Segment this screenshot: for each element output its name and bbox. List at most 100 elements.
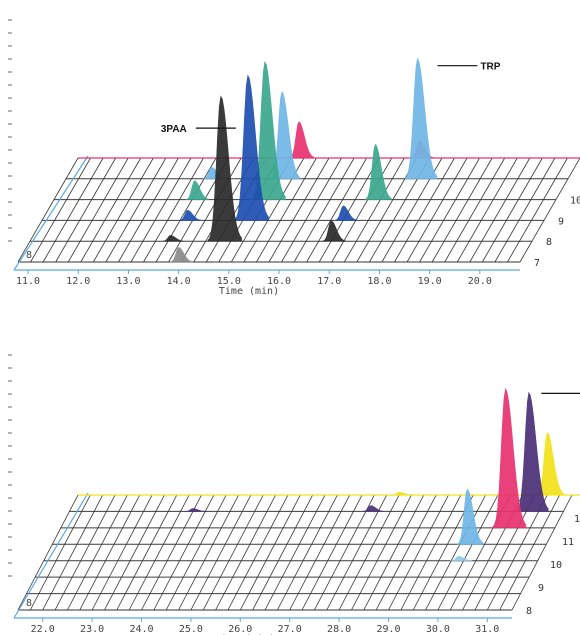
grid-diagonal — [456, 157, 518, 263]
grid-diagonal — [239, 494, 301, 611]
annotation-label: TRP — [480, 62, 500, 73]
trace-label: 9 — [538, 583, 544, 594]
grid-diagonal — [351, 494, 412, 611]
grid-diagonal — [118, 157, 179, 263]
grid-diagonal — [215, 494, 276, 611]
grid-diagonal — [155, 157, 217, 263]
peak — [178, 209, 202, 221]
grid-diagonal — [104, 494, 165, 611]
peak — [492, 387, 527, 529]
peak — [450, 556, 473, 562]
trace-label: 10 — [570, 196, 580, 207]
grid-diagonal — [494, 157, 556, 263]
floor-edge — [13, 155, 89, 271]
grid-diagonal — [268, 157, 330, 263]
grid-diagonal — [469, 157, 531, 263]
x-tick-label: 19.0 — [418, 276, 442, 287]
trace-label: 8 — [526, 606, 532, 617]
grid-diagonal — [474, 494, 536, 611]
peak — [516, 391, 549, 512]
peak — [162, 235, 185, 242]
x-tick-label: 30.0 — [426, 624, 450, 635]
peak — [457, 488, 484, 545]
grid-diagonal — [153, 494, 215, 611]
x-tick-label: 26.0 — [228, 624, 252, 635]
grid-diagonal — [276, 494, 338, 611]
trace-label: 7 — [534, 258, 540, 269]
peak — [390, 491, 413, 496]
grid-diagonal — [326, 494, 388, 611]
x-tick-label: 11.0 — [16, 276, 40, 287]
x-tick-label: 25.0 — [179, 624, 203, 635]
x-tick-label: 23.0 — [80, 624, 104, 635]
grid-diagonal — [130, 157, 192, 263]
grid-diagonal — [289, 494, 351, 611]
grid-diagonal — [180, 157, 242, 263]
grid-diagonal — [486, 494, 548, 611]
trace-label: 8 — [546, 237, 552, 248]
grid-diagonal — [318, 157, 380, 263]
peak — [207, 95, 242, 242]
grid-diagonal — [29, 494, 91, 611]
grid-diagonal — [519, 157, 580, 263]
x-tick-label: 24.0 — [129, 624, 153, 635]
trace-label: 9 — [558, 216, 564, 227]
x-tick-label: 20.0 — [468, 276, 492, 287]
grid-diagonal — [55, 157, 116, 263]
grid-diagonal — [227, 494, 289, 611]
grid-diagonal — [394, 157, 455, 263]
grid-diagonal — [511, 494, 573, 611]
grid-diagonal — [388, 494, 449, 611]
grid-diagonal — [202, 494, 264, 611]
grid-diagonal — [165, 494, 227, 611]
grid-diagonal — [431, 157, 493, 263]
grid-diagonal — [42, 494, 104, 611]
grid-diagonal — [256, 157, 317, 263]
grid-diagonal — [306, 157, 367, 263]
grid-diagonal — [54, 494, 116, 611]
grid-diagonal — [363, 494, 425, 611]
chart-top: 78910111811.012.013.014.015.016.017.018.… — [8, 19, 580, 297]
trace-label: 12 — [574, 514, 580, 525]
grid-diagonal — [17, 494, 79, 611]
grid-diagonal — [343, 157, 405, 263]
x-tick-label: 31.0 — [475, 624, 499, 635]
x-tick-label: 13.0 — [116, 276, 140, 287]
peak — [184, 508, 207, 512]
grid-diagonal — [105, 157, 167, 263]
grid-diagonal — [42, 157, 104, 263]
grid-diagonal — [67, 494, 128, 611]
x-tick-label: 15.0 — [217, 276, 241, 287]
grid-diagonal — [79, 494, 141, 611]
grid-diagonal — [301, 494, 363, 611]
peak — [234, 74, 269, 221]
peak — [334, 205, 358, 221]
x-tick-label: 12.0 — [66, 276, 90, 287]
x-tick-label: 27.0 — [278, 624, 302, 635]
floor-edge — [13, 492, 89, 619]
peak — [322, 220, 346, 242]
x-tick-label: 18.0 — [367, 276, 391, 287]
grid-diagonal — [116, 494, 178, 611]
grid-diagonal — [17, 157, 79, 263]
grid-diagonal — [482, 157, 543, 263]
annotation-label: 3PAA — [161, 124, 187, 135]
grid-diagonal — [419, 157, 480, 263]
grid-diagonal — [264, 494, 326, 611]
grid-diagonal — [499, 494, 561, 611]
grid-diagonal — [293, 157, 355, 263]
grid-diagonal — [400, 494, 462, 611]
peak — [169, 247, 193, 263]
grid-diagonal — [338, 494, 400, 611]
grid-diagonal — [412, 494, 474, 611]
x-tick-label: 16.0 — [267, 276, 291, 287]
x-tick-label: 29.0 — [376, 624, 400, 635]
grid-diagonal — [444, 157, 506, 263]
x-tick-label: 22.0 — [31, 624, 55, 635]
corner-label: 8 — [26, 598, 32, 609]
grid-diagonal — [178, 494, 239, 611]
peak — [365, 143, 392, 200]
grid-diagonal — [425, 494, 486, 611]
peak — [362, 505, 385, 512]
grid-diagonal — [190, 494, 252, 611]
